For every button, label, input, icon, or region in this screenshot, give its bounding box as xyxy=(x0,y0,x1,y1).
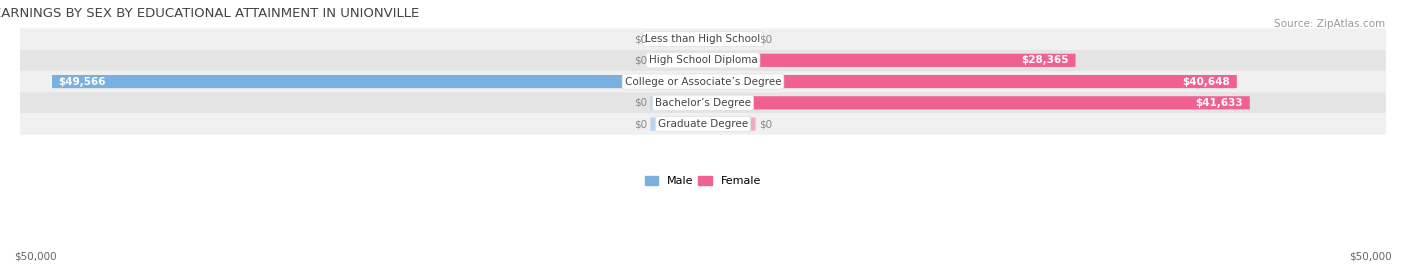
Text: $0: $0 xyxy=(759,34,772,44)
Text: $28,365: $28,365 xyxy=(1021,55,1069,65)
FancyBboxPatch shape xyxy=(703,32,755,46)
FancyBboxPatch shape xyxy=(20,92,1386,113)
Text: $50,000: $50,000 xyxy=(1350,252,1392,262)
FancyBboxPatch shape xyxy=(703,54,1076,67)
FancyBboxPatch shape xyxy=(703,117,755,131)
FancyBboxPatch shape xyxy=(20,50,1386,71)
FancyBboxPatch shape xyxy=(20,28,1386,50)
FancyBboxPatch shape xyxy=(651,96,703,109)
Legend: Male, Female: Male, Female xyxy=(641,172,765,191)
Text: $40,648: $40,648 xyxy=(1182,77,1230,87)
FancyBboxPatch shape xyxy=(703,75,1237,88)
FancyBboxPatch shape xyxy=(651,32,703,46)
Text: $41,633: $41,633 xyxy=(1195,98,1243,108)
FancyBboxPatch shape xyxy=(651,117,703,131)
Text: Graduate Degree: Graduate Degree xyxy=(658,119,748,129)
Text: Source: ZipAtlas.com: Source: ZipAtlas.com xyxy=(1274,19,1385,29)
Text: High School Diploma: High School Diploma xyxy=(648,55,758,65)
Text: $0: $0 xyxy=(634,119,647,129)
FancyBboxPatch shape xyxy=(52,75,703,88)
Text: $0: $0 xyxy=(634,55,647,65)
FancyBboxPatch shape xyxy=(20,113,1386,135)
FancyBboxPatch shape xyxy=(703,96,1250,109)
Text: $0: $0 xyxy=(634,98,647,108)
Text: $0: $0 xyxy=(634,34,647,44)
Text: $50,000: $50,000 xyxy=(14,252,56,262)
FancyBboxPatch shape xyxy=(20,71,1386,92)
Text: $0: $0 xyxy=(759,119,772,129)
Text: Less than High School: Less than High School xyxy=(645,34,761,44)
Text: EARNINGS BY SEX BY EDUCATIONAL ATTAINMENT IN UNIONVILLE: EARNINGS BY SEX BY EDUCATIONAL ATTAINMEN… xyxy=(0,7,419,20)
Text: College or Associate’s Degree: College or Associate’s Degree xyxy=(624,77,782,87)
FancyBboxPatch shape xyxy=(651,54,703,67)
Text: Bachelor’s Degree: Bachelor’s Degree xyxy=(655,98,751,108)
Text: $49,566: $49,566 xyxy=(59,77,105,87)
